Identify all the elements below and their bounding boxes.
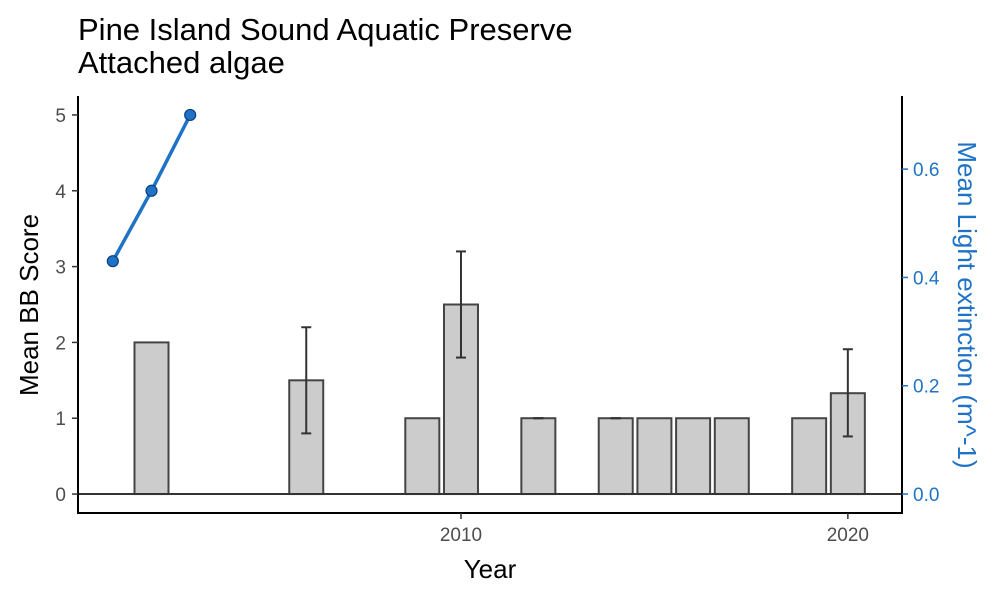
y-tick-label-4: 4 — [55, 182, 66, 203]
y-tick-label-5: 5 — [55, 106, 66, 127]
bar-2009 — [404, 417, 441, 496]
bar-2015 — [636, 417, 673, 496]
plot-area: 0 1 2 3 4 5 0.0 0.2 0.4 0.6 2010 2020 — [55, 96, 940, 546]
bar-2016 — [675, 417, 712, 496]
light-extinction-point-2002 — [145, 184, 158, 197]
y-right-axis-title: Mean Light extinction (m^-1) — [952, 141, 982, 468]
y-tick-label-1: 1 — [55, 409, 66, 430]
y-tick-label-3: 3 — [55, 258, 66, 279]
bar-2002 — [133, 341, 170, 496]
light-extinction-point-2001 — [106, 255, 119, 268]
bar-2012 — [520, 417, 557, 496]
x-axis-title: Year — [464, 554, 517, 584]
bar-2019 — [791, 417, 828, 496]
y-right-tick-label-1: 0.2 — [913, 377, 939, 398]
y-tick-label-2: 2 — [55, 333, 66, 354]
y-right-tick-label-0: 0.0 — [913, 485, 939, 506]
y-right-tick-label-3: 0.6 — [913, 160, 939, 181]
bar-2017 — [713, 417, 750, 496]
x-tick-label-2020: 2020 — [827, 525, 869, 546]
y-axis-title: Mean BB Score — [14, 214, 44, 396]
light-extinction-point-2003 — [184, 108, 197, 122]
chart-title: Pine Island Sound Aquatic Preserve — [78, 12, 573, 47]
chart-subtitle: Attached algae — [78, 45, 285, 80]
y-tick-label-0: 0 — [55, 485, 66, 506]
y-right-tick-label-2: 0.4 — [913, 268, 940, 289]
bar-2014 — [597, 417, 634, 496]
x-tick-label-2010: 2010 — [440, 525, 482, 546]
